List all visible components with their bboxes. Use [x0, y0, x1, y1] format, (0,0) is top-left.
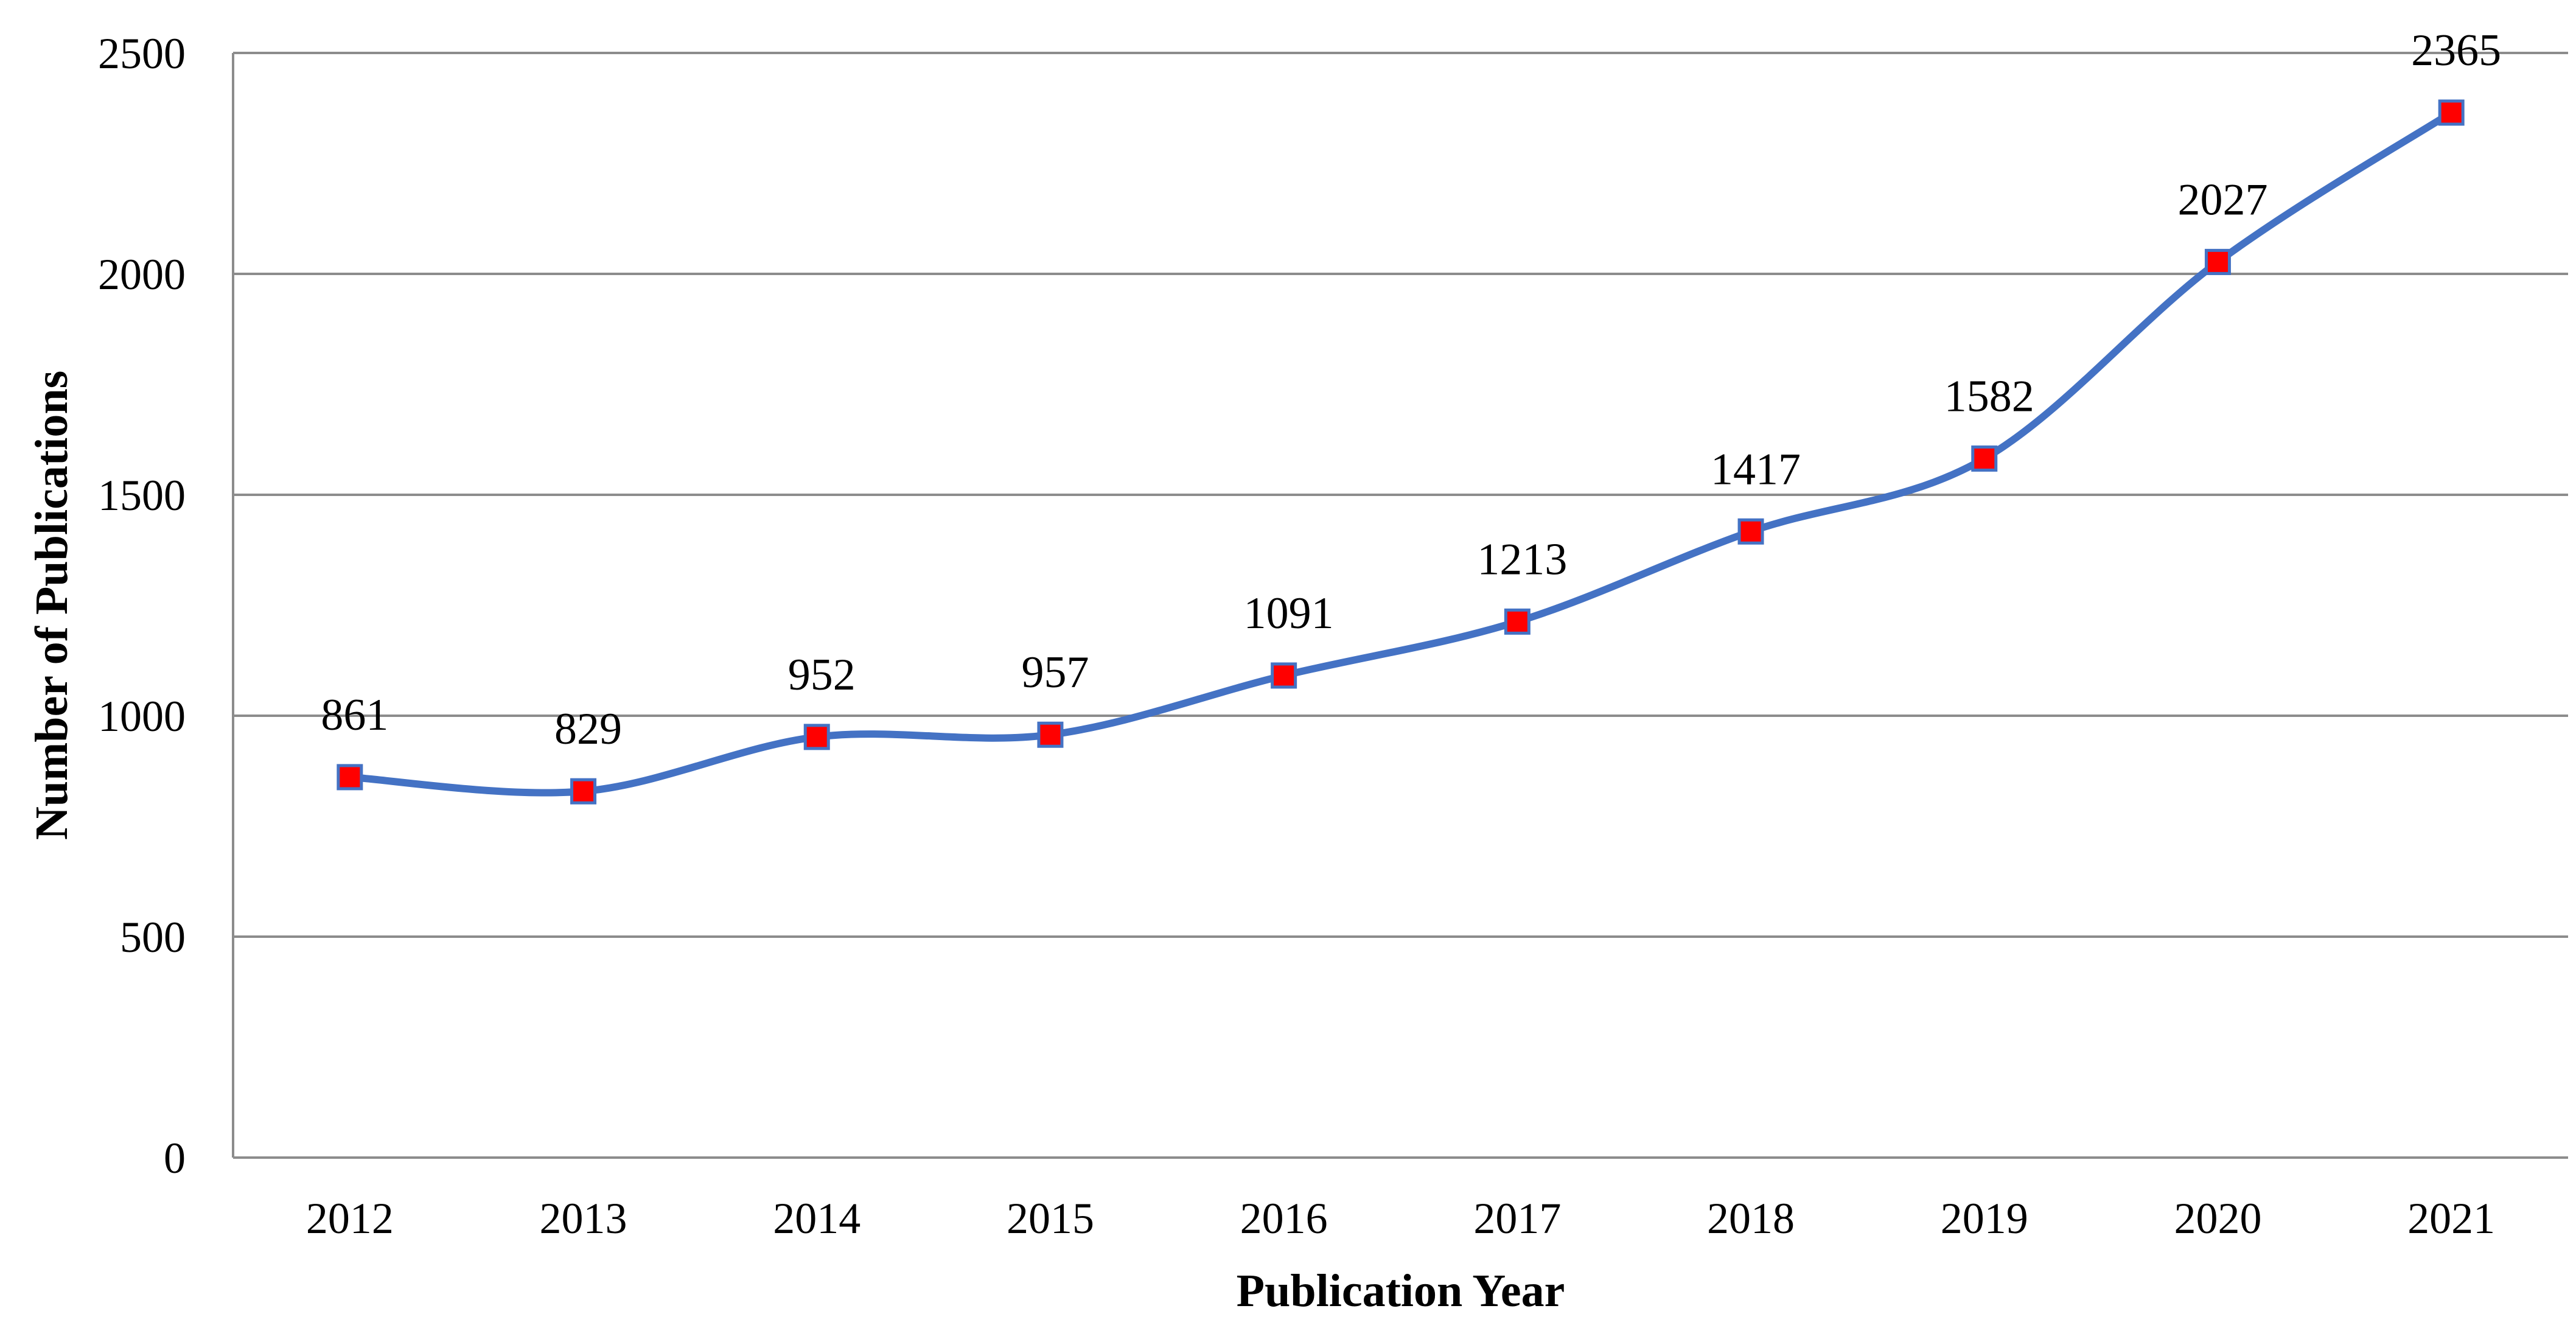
data-point-2013: [570, 778, 597, 805]
gridlines: [233, 52, 2568, 938]
x-tick-label: 2012: [306, 1194, 394, 1243]
data-label-2021: 2365: [2411, 26, 2501, 75]
data-point-2018: [1737, 518, 1764, 545]
x-tick-label: 2019: [1941, 1194, 2028, 1243]
data-point-2016: [1271, 662, 1297, 689]
x-tick-label: 2020: [2174, 1194, 2261, 1243]
x-tick-label: 2021: [2407, 1194, 2495, 1243]
data-point-2012: [337, 764, 363, 791]
data-point-2015: [1037, 721, 1064, 748]
axes: [232, 53, 2568, 1159]
x-tick-label: 2013: [540, 1194, 627, 1243]
data-label-2012: 861: [321, 690, 388, 740]
y-axis-title: Number of Publications: [26, 371, 77, 840]
x-tick-label: 2016: [1240, 1194, 1328, 1243]
data-label-2015: 957: [1021, 648, 1089, 697]
y-tick-label: 1000: [98, 692, 186, 741]
series-line: [346, 109, 2456, 797]
data-label-2016: 1091: [1244, 589, 1334, 638]
y-tick-label: 500: [120, 913, 186, 962]
x-tick-label: 2018: [1707, 1194, 1795, 1243]
data-label-2019: 1582: [1944, 371, 2034, 421]
data-point-2014: [803, 724, 830, 750]
data-point-2019: [1971, 445, 1998, 472]
y-tick-label: 0: [164, 1134, 186, 1183]
x-tick-labels: 2012 2013 2014 2015 2016 2017 2018 2019 2020 2021: [306, 1194, 2495, 1243]
x-tick-label: 2014: [773, 1194, 860, 1243]
data-label-2013: 829: [554, 704, 622, 754]
data-point-2020: [2204, 248, 2231, 275]
y-tick-label: 2500: [98, 29, 186, 78]
y-tick-labels: 0 500 1000 1500 2000 2500: [98, 29, 186, 1183]
x-tick-label: 2015: [1007, 1194, 1094, 1243]
data-label-2018: 1417: [1711, 444, 1801, 494]
data-labels: 861 829 952 957 1091 1213 1417 1582 2027 2365: [321, 26, 2501, 754]
x-tick-label: 2017: [1473, 1194, 1561, 1243]
x-axis-title: Publication Year: [1237, 1265, 1565, 1316]
data-label-2017: 1213: [1477, 534, 1567, 584]
series-layer: [337, 99, 2465, 805]
y-tick-label: 2000: [98, 250, 186, 299]
y-tick-label: 1500: [98, 471, 186, 520]
data-label-2020: 2027: [2177, 175, 2267, 225]
data-point-2021: [2438, 99, 2465, 126]
data-label-2014: 952: [788, 650, 856, 700]
data-point-2017: [1504, 608, 1531, 635]
